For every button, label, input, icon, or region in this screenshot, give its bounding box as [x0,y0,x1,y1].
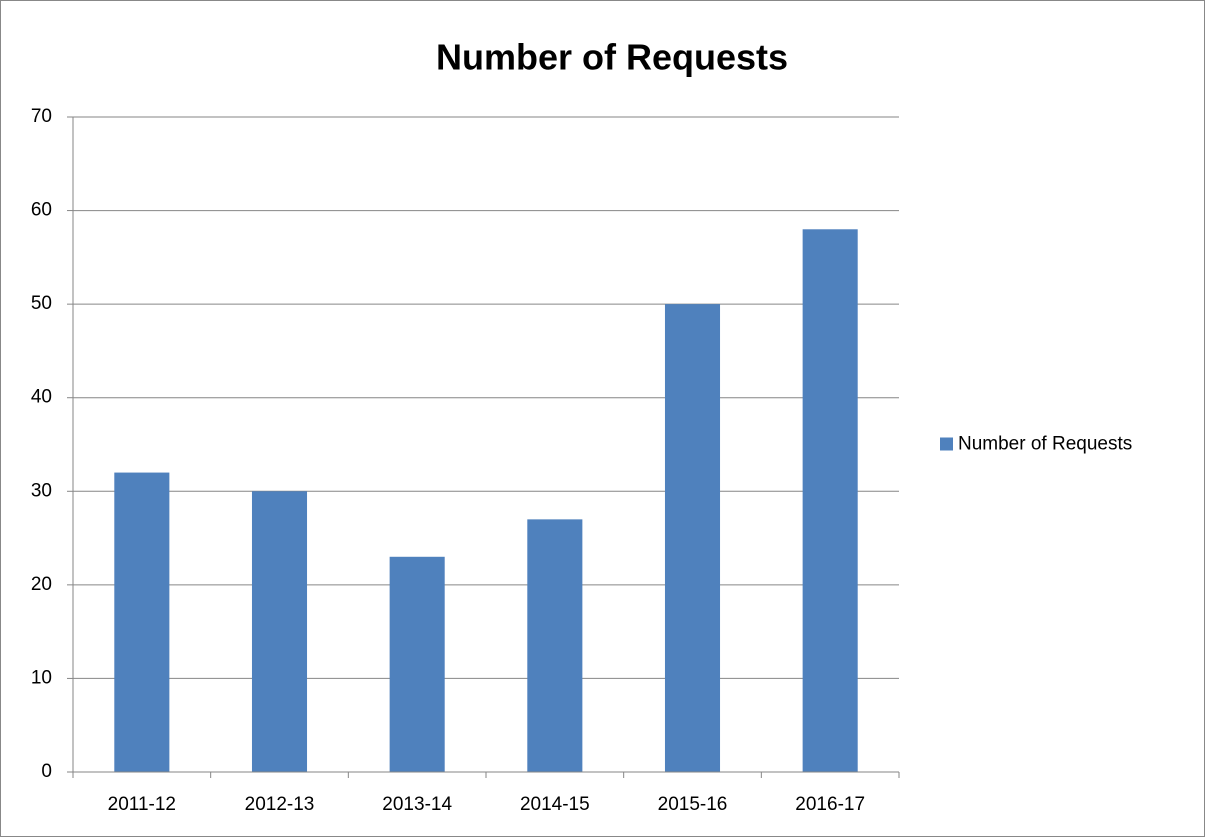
x-tick-label: 2014-15 [520,794,590,815]
x-tick-label: 2012-13 [245,794,315,815]
legend-label: Number of Requests [958,434,1132,455]
x-tick-label: 2013-14 [382,794,452,815]
bar [251,491,308,772]
y-tick-label: 0 [41,761,52,782]
y-tick-label: 50 [31,293,52,314]
x-tick-label: 2015-16 [658,794,728,815]
y-tick-label: 70 [31,106,52,127]
x-tick-label: 2016-17 [795,794,865,815]
bar [527,519,583,772]
x-tick-label: 2011-12 [108,794,176,815]
y-tick-label: 40 [31,387,52,408]
legend-swatch [940,437,953,451]
y-tick-label: 60 [31,200,52,221]
bar [389,556,445,772]
bar [802,229,858,773]
bar [114,472,170,772]
chart-title: Number of Requests [436,37,788,78]
bar [664,304,721,772]
y-tick-label: 30 [31,480,52,501]
y-tick-label: 20 [31,574,52,595]
y-tick-label: 10 [31,667,52,688]
